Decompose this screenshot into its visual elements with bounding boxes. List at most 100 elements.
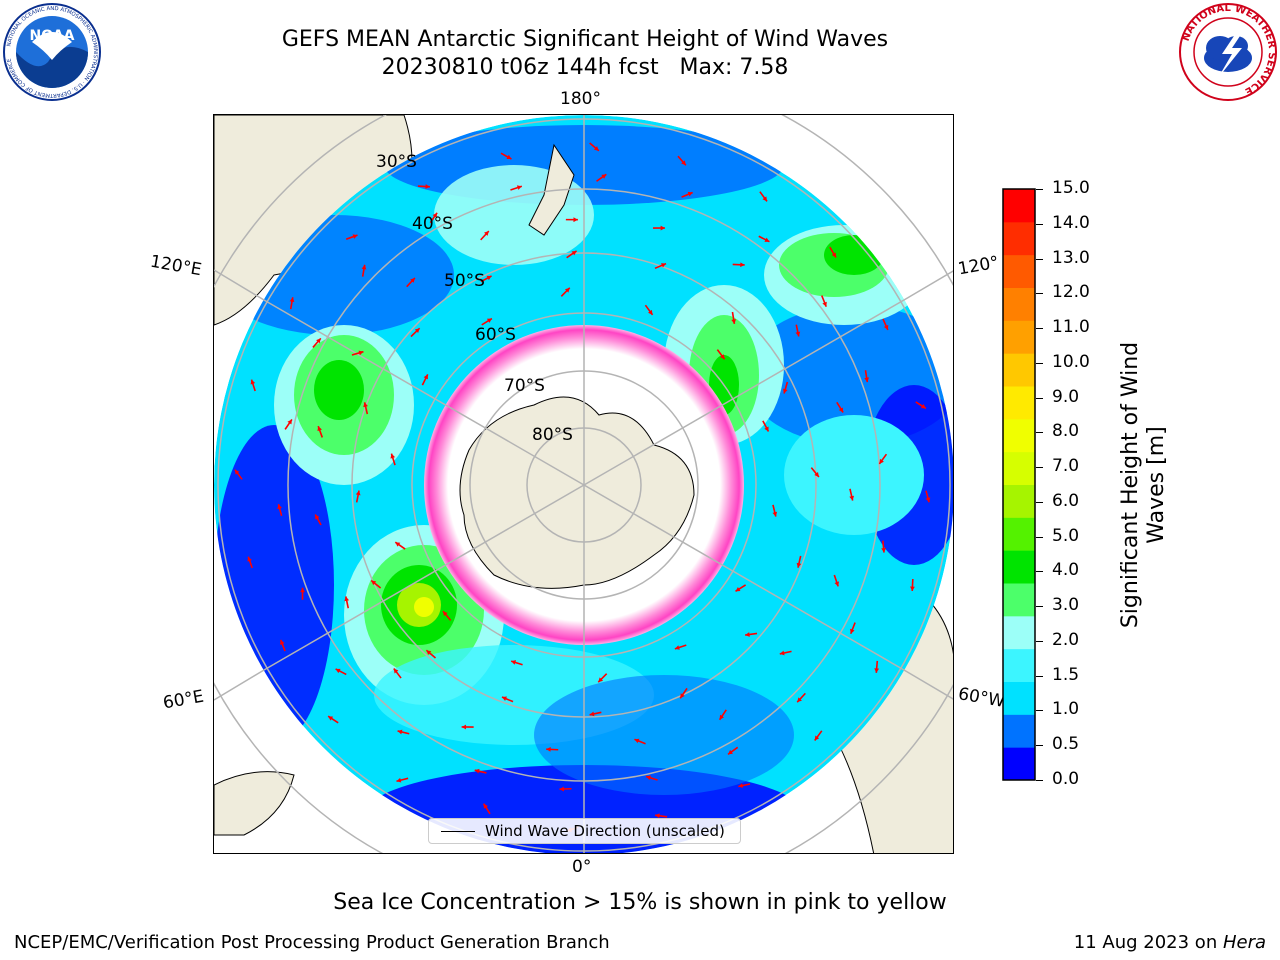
wind-wave-arrow-head: [397, 729, 403, 735]
wind-wave-arrow-head: [874, 668, 880, 673]
wind-wave-arrow-head: [745, 632, 750, 637]
colorbar-tick-mark: [1036, 606, 1043, 608]
wind-wave-arrow-head: [501, 696, 507, 701]
wind-wave-arrow-head: [483, 803, 488, 809]
colorbar-tick-label: 2.0: [1052, 629, 1080, 650]
wind-wave-arrow-head: [316, 338, 321, 344]
colorbar-tick-mark: [1036, 640, 1043, 642]
wind-wave-arrow-head: [674, 645, 680, 650]
wind-wave-arrow-head: [796, 562, 802, 568]
wind-wave-arrow-head: [814, 472, 819, 477]
colorbar-band: [1003, 418, 1035, 453]
lat-label-80s: 80°S: [532, 425, 573, 445]
colorbar-tick-mark: [1036, 328, 1043, 330]
wind-wave-arrow-head: [838, 407, 844, 413]
wind-wave-arrow-head: [425, 184, 430, 189]
wind-wave-arrow-head: [731, 319, 737, 324]
wind-wave-arrow-head: [593, 146, 599, 151]
wind-wave-arrow-head: [280, 639, 285, 645]
wind-wave-arrow-head: [634, 738, 640, 744]
wind-wave-arrow-head: [571, 250, 577, 256]
colorbar-tick-label: 14.0: [1052, 212, 1090, 233]
colorbar-tick-label: 12.0: [1052, 282, 1090, 303]
colorbar-tick-label: 7.0: [1052, 456, 1080, 477]
colorbar-band: [1003, 386, 1035, 420]
wind-wave-arrow-head: [361, 264, 367, 270]
colorbar-tick-label: 6.0: [1052, 490, 1080, 511]
wind-wave-arrow-head: [910, 586, 915, 591]
wind-wave-arrows: [234, 142, 931, 832]
colorbar-tick-label: 1.5: [1052, 664, 1080, 685]
wind-wave-arrow-head: [335, 668, 341, 674]
wind-wave-arrow-head: [289, 297, 295, 303]
colorbar-tick-label: 4.0: [1052, 560, 1080, 581]
wind-wave-arrow-head: [687, 191, 693, 197]
colorbar-tick-mark: [1036, 397, 1043, 399]
lon-label-180: 180°: [560, 89, 601, 109]
colorbar-tick-mark: [1036, 745, 1043, 747]
wind-wave-arrow-head: [720, 354, 725, 360]
colorbar-band: [1003, 320, 1035, 354]
colorbar-tick-mark: [1036, 710, 1043, 712]
wind-wave-arrow-head: [277, 504, 282, 510]
colorbar-band: [1003, 517, 1035, 551]
colorbar-band: [1003, 550, 1035, 584]
wind-wave-arrow-head: [850, 628, 855, 634]
wind-wave-arrow-head: [772, 511, 778, 517]
wind-wave-arrow-head: [660, 225, 666, 231]
colorbar-tick-label: 3.0: [1052, 595, 1080, 616]
legend-line-sample: [441, 830, 475, 832]
wind-wave-arrow-head: [864, 377, 870, 383]
wind-wave-arrow-head: [486, 275, 492, 281]
colorbar-band: [1003, 484, 1035, 518]
colorbar-tick-mark: [1036, 189, 1043, 190]
wind-wave-arrow-head: [925, 497, 931, 503]
wind-wave-arrow-head: [883, 324, 889, 330]
wind-wave-arrow-head: [393, 668, 399, 674]
wind-wave-arrow-head: [344, 596, 350, 602]
noaa-logo: NOAA NATIONAL OCEANIC AND ATMOSPHERIC AD…: [3, 3, 101, 101]
date-stamp: 11 Aug 2023 on Hera: [1074, 932, 1266, 953]
wind-wave-arrow-head: [779, 650, 785, 656]
colorbar-tick-label: 1.0: [1052, 699, 1080, 720]
wind-wave-arrow-head: [879, 458, 884, 464]
wind-wave-arrow-head: [426, 650, 432, 655]
wind-wave-arrow-head: [795, 331, 801, 337]
lat-label-50s: 50°S: [444, 271, 485, 291]
colorbar-tick-mark: [1036, 675, 1043, 677]
wind-wave-arrow-head: [598, 677, 604, 683]
wind-wave-arrow-head: [511, 660, 517, 665]
colorbar-tick-mark: [1036, 780, 1043, 781]
wind-wave-arrow-head: [352, 234, 358, 239]
wind-wave-arrow-head: [371, 580, 377, 586]
wind-wave-arrow-head: [317, 426, 322, 432]
wind-wave-arrow-head: [414, 328, 420, 333]
colorbar-label: Significant Height of Wind Waves [m]: [1118, 341, 1169, 629]
lon-label-120e: 120°E: [148, 251, 204, 281]
wind-wave-arrow-head: [782, 388, 788, 394]
lon-label-60e: 60°E: [161, 686, 206, 714]
colorbar-band: [1003, 583, 1035, 617]
colorbar-band: [1003, 353, 1035, 387]
colorbar-tick-label: 10.0: [1052, 351, 1090, 372]
wind-wave-arrow-head: [727, 749, 733, 755]
wind-wave-arrow-head: [474, 768, 480, 774]
wind-wave-arrow-head: [423, 374, 428, 380]
noaa-logo-text: NOAA: [30, 28, 75, 44]
wind-wave-arrow-head: [719, 714, 725, 720]
wind-wave-arrow-head: [661, 263, 667, 268]
colorbar-band: [1003, 287, 1035, 321]
wind-wave-arrow-head: [646, 775, 651, 781]
wind-wave-arrow-head: [484, 231, 489, 236]
wind-wave-arrow-head: [762, 196, 768, 202]
wind-wave-arrow-head: [461, 724, 467, 730]
wind-wave-arrow-head: [764, 426, 769, 432]
colorbar-tick-mark: [1036, 432, 1043, 434]
colorbar-tick-label: 8.0: [1052, 421, 1080, 442]
wind-wave-arrow-head: [573, 217, 578, 223]
colorbar-band: [1003, 615, 1035, 650]
wind-wave-arrow-head: [410, 277, 415, 283]
wind-wave-arrow-head: [250, 379, 256, 385]
credit-text: NCEP/EMC/Verification Post Processing Pr…: [14, 932, 610, 953]
wind-wave-arrow-head: [681, 160, 686, 166]
